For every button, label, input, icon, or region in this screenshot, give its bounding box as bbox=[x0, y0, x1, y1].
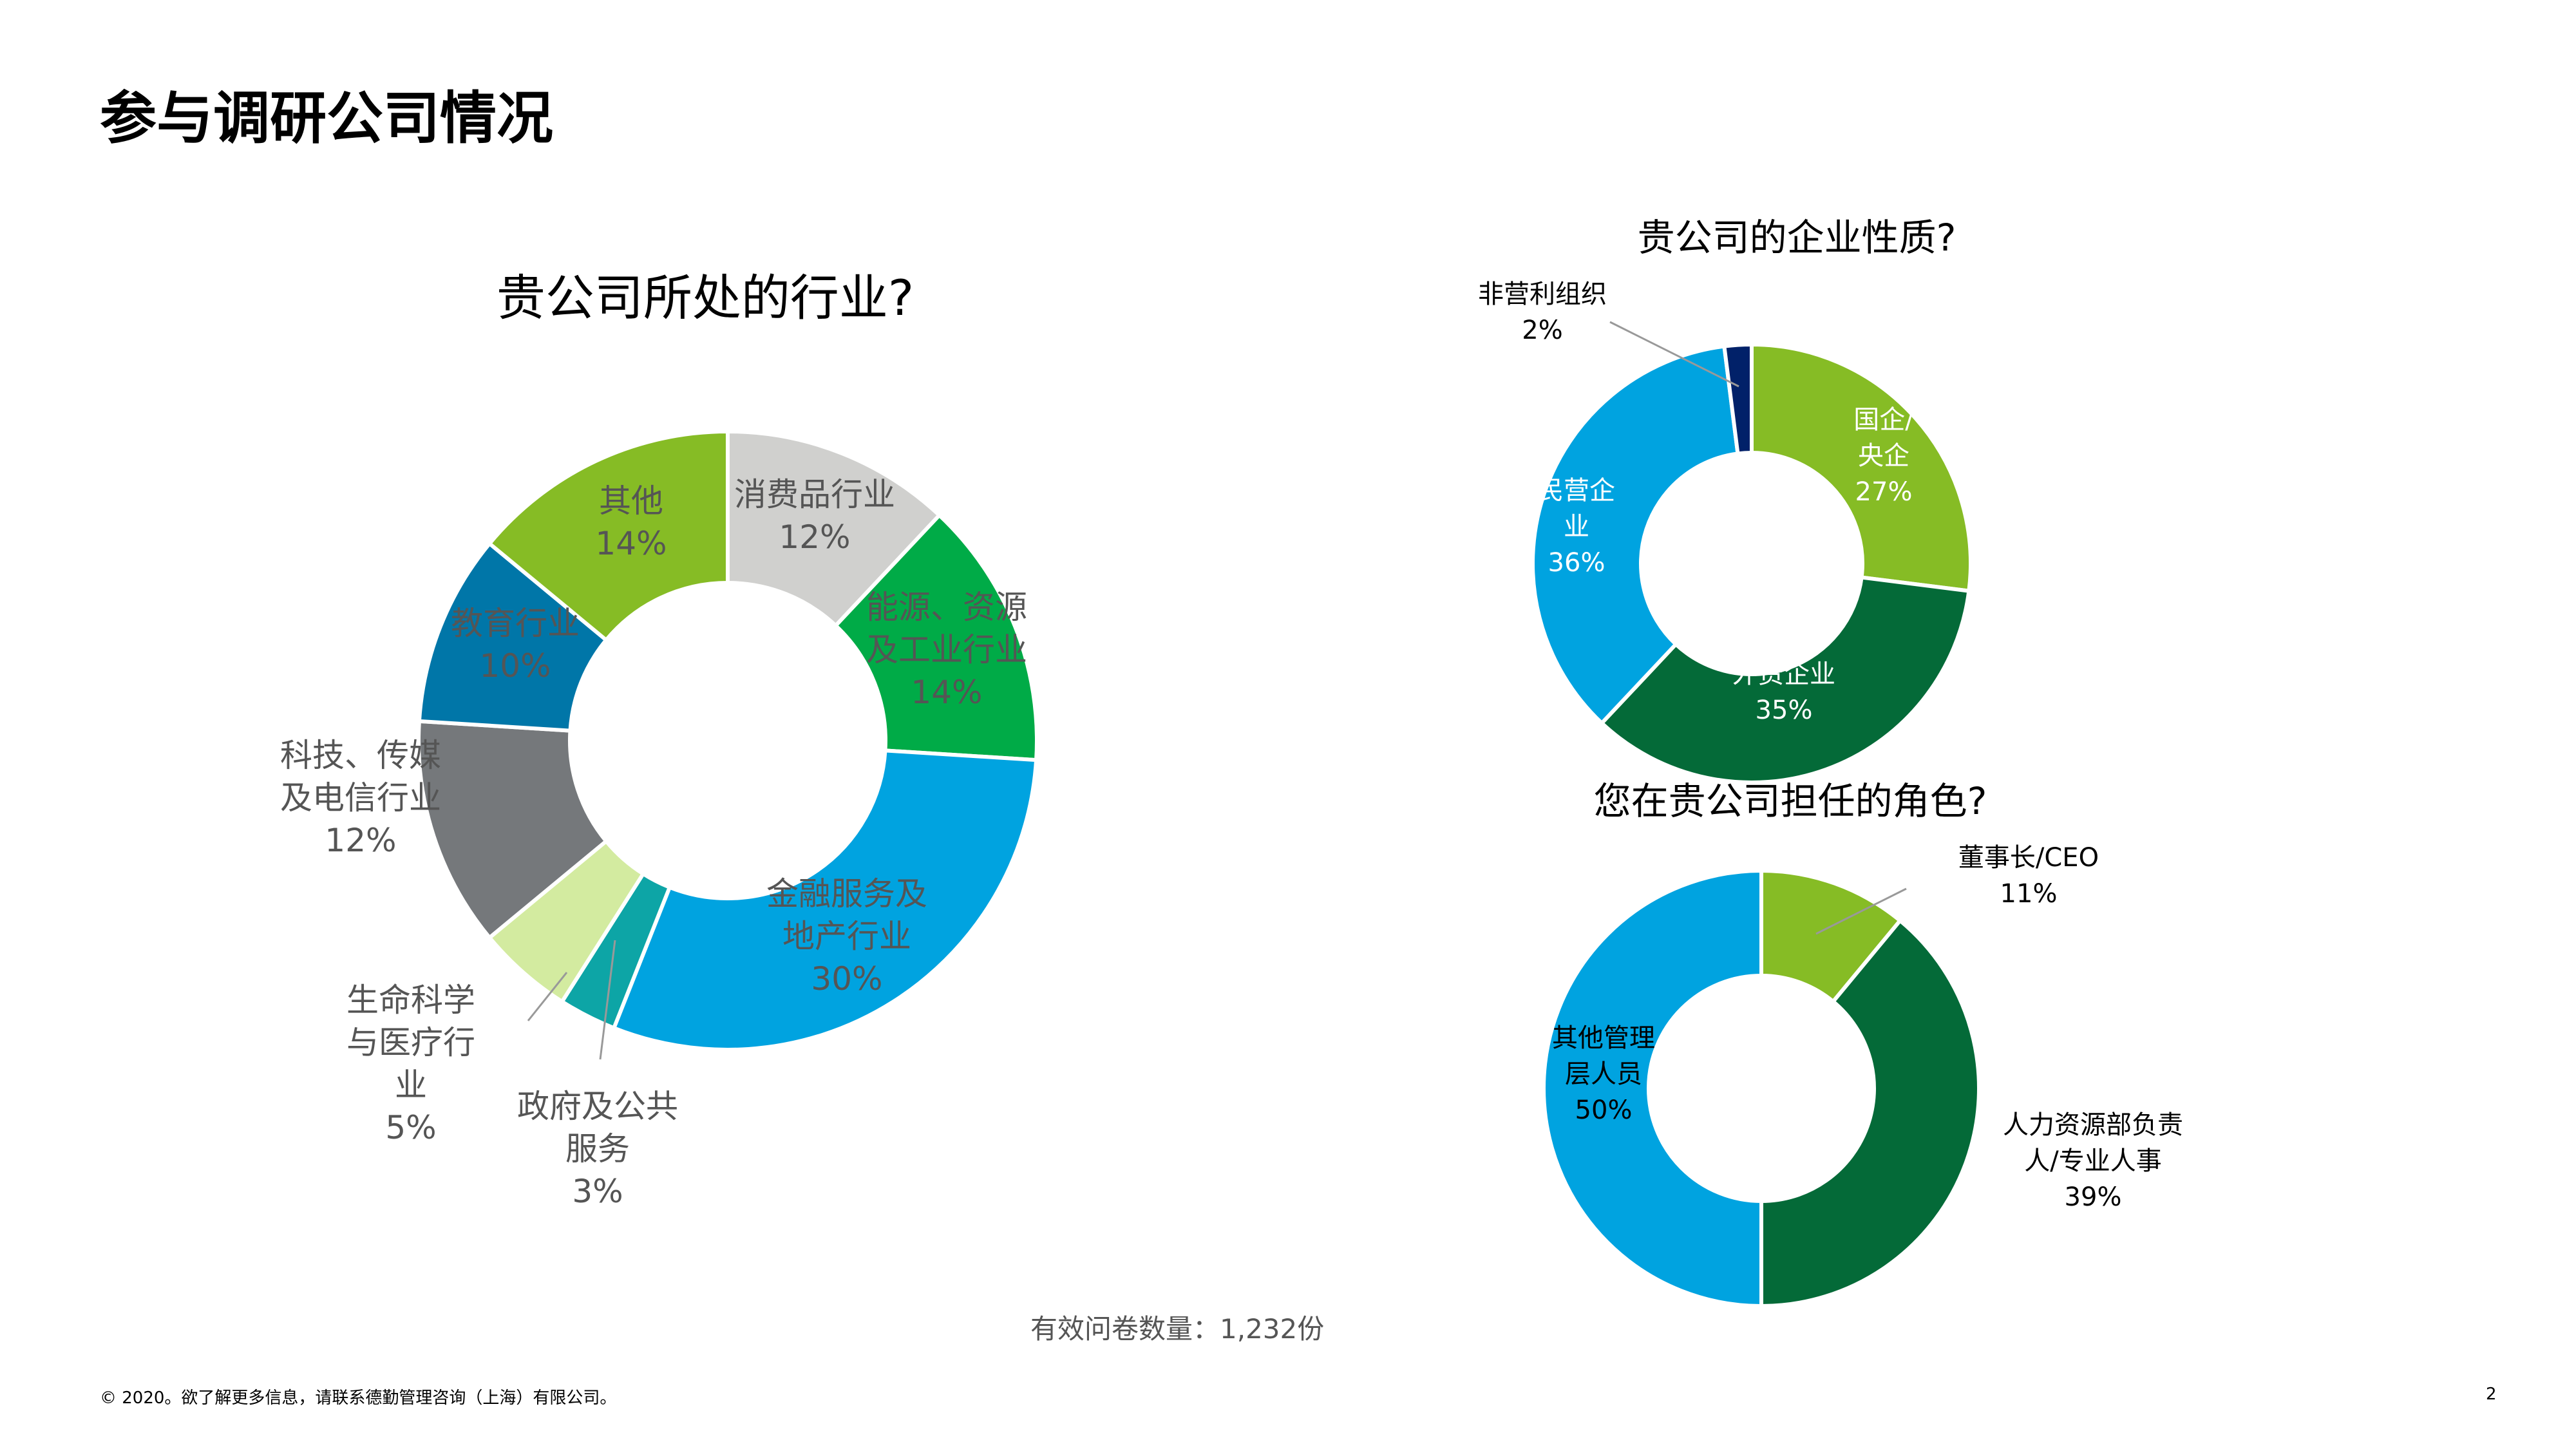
slice-data-label: 民营企业 36% bbox=[1538, 476, 1615, 578]
slice-data-label: 董事长/CEO 11% bbox=[1958, 843, 2099, 909]
donut-slice bbox=[1759, 868, 1903, 1005]
industry-chart-title: 贵公司所处的行业? bbox=[496, 269, 914, 327]
donut-slice bbox=[1750, 342, 1973, 593]
slice-data-label: 外资企业 35% bbox=[1732, 659, 1835, 725]
donut-chart-2 bbox=[1531, 342, 1973, 784]
donut-slice bbox=[417, 540, 609, 733]
page-title: 参与调研公司情况 bbox=[100, 85, 554, 151]
donut-slice bbox=[726, 429, 942, 629]
slice-data-label: 其他管理层人员 50% bbox=[1552, 1023, 1655, 1125]
slice-data-label: 其他 14% bbox=[595, 482, 667, 562]
donut-slice bbox=[486, 429, 730, 643]
donut-slice bbox=[1722, 342, 1754, 456]
sample-size-note: 有效问卷数量：1,232份 bbox=[1030, 1313, 1325, 1345]
donut-slice bbox=[611, 748, 1039, 1052]
slice-data-label: 金融服务及地产行业 30% bbox=[766, 875, 927, 998]
donut-slice bbox=[1759, 918, 1981, 1309]
slice-data-label: 政府及公共服务 3% bbox=[517, 1088, 678, 1210]
slice-data-label: 国企/央企 27% bbox=[1853, 405, 1914, 507]
slice-data-label: 教育行业 10% bbox=[451, 605, 580, 685]
slice-data-label: 消费品行业 12% bbox=[734, 476, 895, 556]
leader-line bbox=[599, 940, 616, 1060]
leader-line bbox=[1609, 321, 1739, 388]
donut-chart-1 bbox=[417, 429, 1039, 1052]
donut-slice bbox=[417, 719, 609, 941]
role-chart-title: 您在贵公司担任的角色? bbox=[1593, 779, 1987, 823]
donut-chart-3 bbox=[1542, 868, 1981, 1309]
donut-slice bbox=[1531, 344, 1740, 726]
slice-data-label: 人力资源部负责人/专业人事 39% bbox=[2003, 1110, 2183, 1212]
donut-slice bbox=[1542, 868, 1763, 1309]
copyright-footer: © 2020。欲了解更多信息，请联系德勤管理咨询（上海）有限公司。 bbox=[100, 1388, 617, 1408]
page-number: 2 bbox=[2486, 1385, 2497, 1404]
slice-data-label: 生命科学与医疗行业 5% bbox=[346, 981, 475, 1146]
slice-data-label: 科技、传媒及电信行业 12% bbox=[280, 737, 441, 859]
company-nature-chart-title: 贵公司的企业性质? bbox=[1637, 216, 1956, 260]
leader-line bbox=[1815, 887, 1907, 935]
leader-line bbox=[527, 972, 568, 1021]
slice-data-label: 能源、资源及工业行业 14% bbox=[866, 589, 1027, 711]
donut-slice bbox=[833, 512, 1039, 762]
donut-slice bbox=[1599, 575, 1971, 784]
slice-data-label: 非营利组织 2% bbox=[1478, 279, 1607, 345]
